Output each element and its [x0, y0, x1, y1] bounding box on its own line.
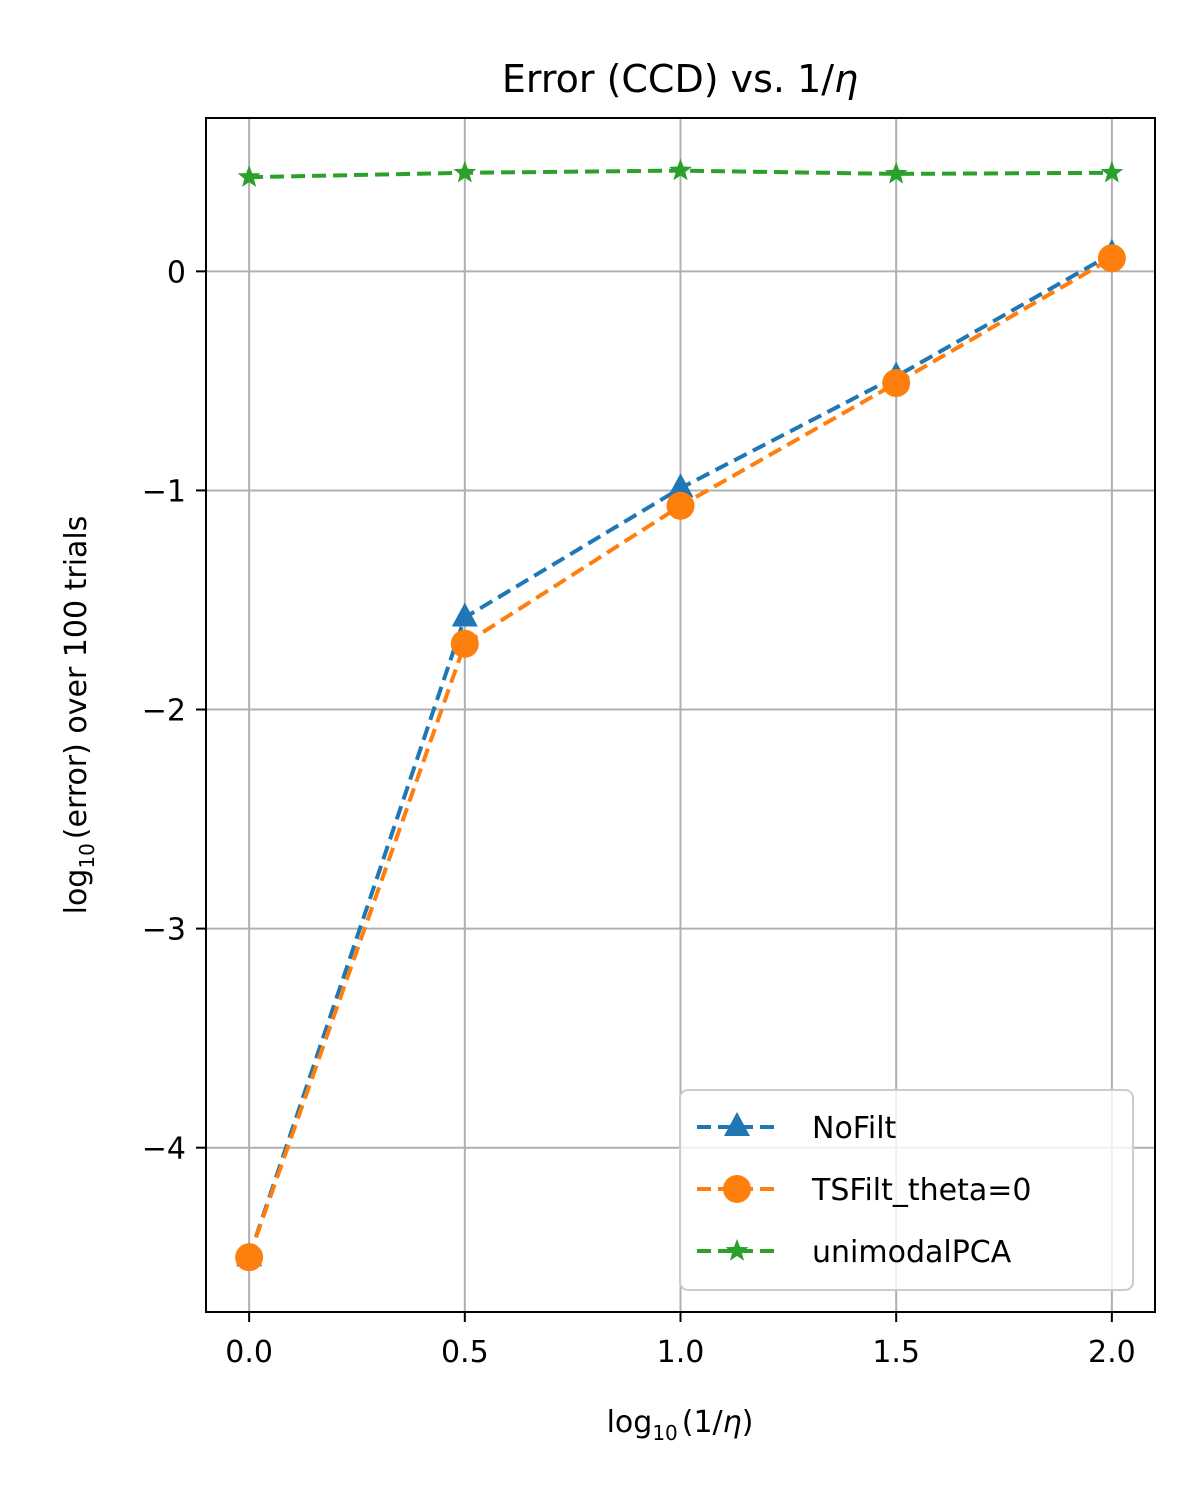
legend-marker [723, 1175, 751, 1203]
y-tick-label: 0 [167, 255, 186, 290]
data-point-TSFilt_theta=0 [450, 629, 479, 658]
legend-label: NoFilt [812, 1111, 897, 1146]
legend-entry: TSFilt_theta=0 [697, 1173, 1031, 1208]
legend: NoFilt TSFilt_theta=0 unimodalPCA [679, 1089, 1134, 1291]
legend-entry: unimodalPCA [697, 1235, 1012, 1270]
y-tick-label: −4 [142, 1132, 186, 1167]
x-tick-labels: 0.0 0.5 1.0 1.5 2.0 [225, 1335, 1135, 1370]
x-tick-label: 0.5 [441, 1335, 489, 1370]
data-point-unimodalPCA [669, 158, 692, 181]
x-tick-label: 0.0 [225, 1335, 273, 1370]
x-axis-label: log10 (1/η) [607, 1405, 754, 1445]
data-point-unimodalPCA [884, 161, 908, 184]
y-tick-label: −1 [142, 474, 186, 509]
x-tick-label: 1.0 [657, 1335, 705, 1370]
y-tick-labels: 0 −1 −2 −3 −4 [142, 255, 186, 1166]
data-point-unimodalPCA [1100, 160, 1124, 183]
legend-entry: NoFilt [697, 1111, 897, 1146]
legend-box [679, 1089, 1134, 1291]
data-point-TSFilt_theta=0 [882, 369, 911, 398]
y-tick-label: −3 [142, 913, 186, 948]
data-point-NoFilt [451, 602, 478, 627]
data-point-TSFilt_theta=0 [235, 1243, 264, 1272]
data-point-NoFilt [667, 473, 694, 498]
x-tick-label: 1.5 [872, 1335, 920, 1370]
chart-title: Error (CCD) vs. 1/η [502, 57, 858, 101]
x-tick-label: 2.0 [1088, 1335, 1136, 1370]
y-axis-label: log10(error) over 100 trials [59, 516, 99, 915]
legend-label: unimodalPCA [812, 1235, 1012, 1270]
data-point-unimodalPCA [237, 165, 261, 187]
legend-marker [725, 1239, 749, 1261]
data-point-TSFilt_theta=0 [1097, 244, 1126, 273]
legend-marker [724, 1112, 750, 1136]
legend-label: TSFilt_theta=0 [811, 1173, 1031, 1208]
y-tick-label: −2 [142, 694, 186, 729]
data-point-unimodalPCA [453, 160, 477, 183]
markers [235, 158, 1126, 1272]
data-point-TSFilt_theta=0 [666, 491, 695, 520]
ticks [196, 270, 1113, 1322]
